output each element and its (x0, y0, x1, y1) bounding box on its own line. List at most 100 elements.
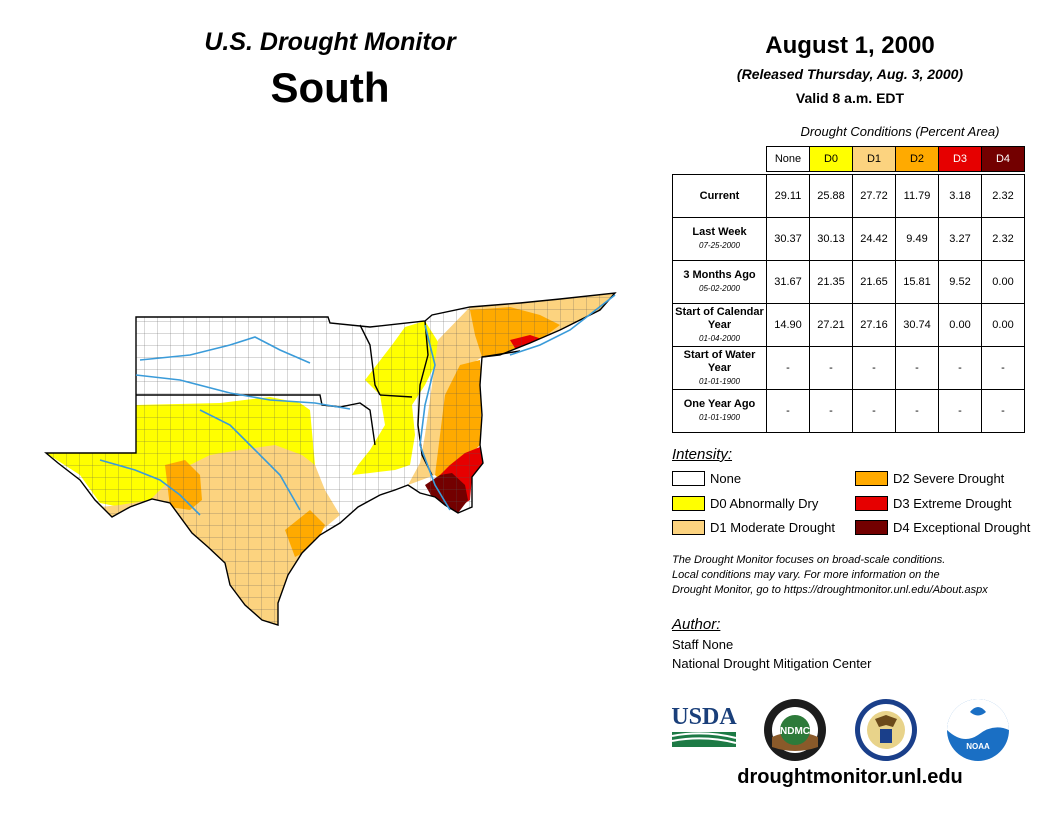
row-label: Start of Calendar Year 01-04-2000 (672, 303, 767, 347)
table-cell: 2.32 (981, 217, 1025, 261)
table-cell: 9.49 (895, 217, 939, 261)
table-cell: 31.67 (766, 260, 810, 304)
col-d4: D4 (981, 146, 1025, 172)
row-label: One Year Ago 01-01-1900 (672, 389, 767, 433)
table-cell: 21.65 (852, 260, 896, 304)
row-label-text: Start of Water Year (683, 348, 756, 374)
table-cell: 0.00 (938, 303, 982, 347)
noaa-logo-text: NOAA (966, 742, 990, 751)
usda-logo: USDA (671, 704, 737, 747)
table-row: 3 Months Ago 05-02-2000 31.67 21.35 21.65 15.… (672, 260, 1025, 304)
county-lines (46, 293, 615, 625)
col-d0: D0 (809, 146, 853, 172)
table-row: Start of Calendar Year 01-04-2000 14.90 27.… (672, 303, 1025, 347)
table-cell: - (895, 389, 939, 433)
table-row: Current 29.11 25.88 27.72 11.79 3.18 2.32 (672, 174, 1025, 218)
row-date: 01-01-1900 (699, 376, 740, 386)
table-cell: 27.21 (809, 303, 853, 347)
row-label: Last Week 07-25-2000 (672, 217, 767, 261)
drought-stats-table: None D0 D1 D2 D3 D4 Current 29.11 25.88 27.… (672, 146, 1025, 433)
author-name: Staff None (672, 637, 734, 652)
table-row: Start of Water Year 01-01-1900- - - - - - (672, 346, 1025, 390)
row-label: Current (672, 174, 767, 218)
legend-label: D1 Moderate Drought (710, 520, 836, 535)
row-label-text: One Year Ago (683, 398, 756, 410)
table-cell: 3.27 (938, 217, 982, 261)
product-title: U.S. Drought Monitor (204, 28, 456, 56)
table-cell: 21.35 (809, 260, 853, 304)
row-label-text: Current (699, 189, 740, 202)
river-rio-grande (99, 459, 201, 516)
table-cell: - (895, 346, 939, 390)
table-cell: - (852, 346, 896, 390)
tennessee-south-border (481, 350, 521, 358)
drought-map (45, 292, 616, 626)
arkansas-south-border (379, 394, 413, 398)
river-mississippi (419, 324, 451, 511)
table-cell: 14.90 (766, 303, 810, 347)
mississippi-river-border (417, 320, 433, 476)
valid-time: Valid 8 a.m. EDT (795, 90, 905, 106)
legend-swatch (672, 496, 705, 511)
legend-label: D4 Exceptional Drought (893, 520, 1031, 535)
table-cell: 15.81 (895, 260, 939, 304)
usda-logo-text: USDA (671, 704, 737, 730)
disclaimer-note: The Drought Monitor focuses on broad-sca… (672, 553, 1052, 598)
table-row: One Year Ago 01-01-1900- - - - - - (672, 389, 1025, 433)
legend-label: None (710, 471, 742, 486)
table-cell: 30.74 (895, 303, 939, 347)
note-line-2: Local conditions may vary. For more info… (672, 569, 940, 581)
row-date: 01-01-1900 (699, 413, 740, 422)
river-red (135, 374, 351, 410)
col-d1: D1 (852, 146, 896, 172)
table-cell: 0.00 (981, 303, 1025, 347)
table-cell: - (809, 389, 853, 433)
table-cell: 2.32 (981, 174, 1025, 218)
legend-label: D0 Abnormally Dry (710, 496, 819, 511)
table-caption: Drought Conditions (Percent Area) (800, 124, 1000, 139)
legend-swatch (855, 520, 888, 535)
legend-label: D3 Extreme Drought (893, 496, 1012, 511)
site-url: droughtmonitor.unl.edu (737, 766, 963, 788)
table-cell: 27.72 (852, 174, 896, 218)
table-cell: - (852, 389, 896, 433)
legend-swatch (855, 471, 888, 486)
ndmc-logo-text: NDMC (780, 726, 810, 737)
row-label-text: Last Week (692, 226, 747, 238)
table-header-row: None D0 D1 D2 D3 D4 (673, 146, 1025, 172)
row-date: 01-04-2000 (699, 333, 740, 343)
table-cell: - (809, 346, 853, 390)
table-cell: - (766, 389, 810, 433)
author-org: National Drought Mitigation Center (672, 656, 872, 671)
table-cell: 11.79 (895, 174, 939, 218)
col-d3: D3 (938, 146, 982, 172)
col-none: None (766, 146, 810, 172)
noaa-logo: NOAA (947, 699, 1009, 761)
river-tennessee (509, 294, 616, 356)
river-brazos (199, 409, 301, 511)
table-cell: 29.11 (766, 174, 810, 218)
map-date: August 1, 2000 (765, 32, 935, 59)
legend-title: Intensity: (672, 446, 733, 463)
table-cell: - (981, 346, 1025, 390)
table-cell: 9.52 (938, 260, 982, 304)
author-title: Author: (672, 616, 721, 633)
row-label-text: Start of Calendar Year (675, 305, 764, 331)
legend-swatch (672, 471, 705, 486)
legend-label: D2 Severe Drought (893, 471, 1005, 486)
legend-swatch (855, 496, 888, 511)
table-cell: - (766, 346, 810, 390)
ndmc-logo: NDMC (764, 699, 826, 761)
table-cell: - (938, 389, 982, 433)
table-cell: - (938, 346, 982, 390)
river-canadian (139, 336, 311, 364)
table-row: Last Week 07-25-2000 30.37 30.13 24.42 9.49 3.… (672, 217, 1025, 261)
table-cell: 24.42 (852, 217, 896, 261)
legend-swatch (672, 520, 705, 535)
table-cell: 0.00 (981, 260, 1025, 304)
row-label: 3 Months Ago 05-02-2000 (672, 260, 767, 304)
row-date: 05-02-2000 (699, 284, 740, 293)
row-date: 07-25-2000 (699, 241, 740, 250)
col-d2: D2 (895, 146, 939, 172)
table-cell: - (981, 389, 1025, 433)
